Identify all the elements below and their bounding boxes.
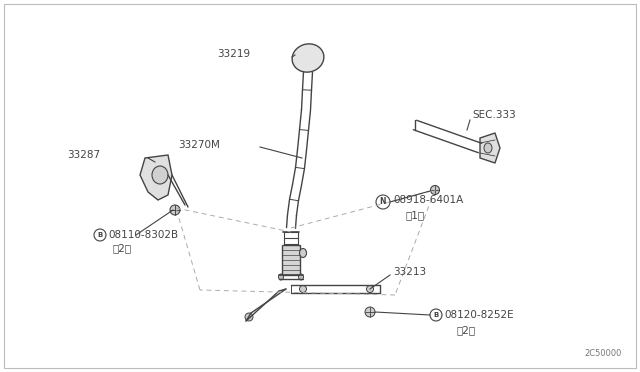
Text: （1）: （1）	[405, 210, 424, 220]
Ellipse shape	[300, 248, 307, 257]
Text: 2C50000: 2C50000	[584, 349, 622, 358]
Ellipse shape	[300, 285, 307, 292]
Ellipse shape	[170, 205, 180, 215]
Text: B: B	[433, 312, 438, 318]
Text: （2）: （2）	[113, 243, 132, 253]
Circle shape	[376, 195, 390, 209]
Text: 33287: 33287	[67, 150, 100, 160]
Ellipse shape	[365, 307, 375, 317]
Circle shape	[430, 309, 442, 321]
Text: N: N	[380, 198, 387, 206]
Text: （2）: （2）	[456, 325, 476, 335]
Ellipse shape	[152, 166, 168, 184]
Text: 08120-8252E: 08120-8252E	[444, 310, 514, 320]
Bar	[282, 245, 300, 275]
Ellipse shape	[292, 44, 324, 72]
Ellipse shape	[245, 313, 253, 321]
Ellipse shape	[484, 143, 492, 153]
Polygon shape	[480, 133, 500, 163]
Text: SEC.333: SEC.333	[472, 110, 516, 120]
Ellipse shape	[431, 186, 440, 195]
Text: B: B	[97, 232, 102, 238]
Ellipse shape	[278, 274, 284, 280]
Ellipse shape	[298, 274, 303, 280]
Text: 08918-6401A: 08918-6401A	[393, 195, 463, 205]
Circle shape	[94, 229, 106, 241]
Text: 08110-8302B: 08110-8302B	[108, 230, 178, 240]
Text: 33213: 33213	[393, 267, 426, 277]
Ellipse shape	[367, 285, 374, 292]
Polygon shape	[140, 155, 172, 200]
Text: 33270M: 33270M	[178, 140, 220, 150]
Text: 33219: 33219	[217, 49, 250, 59]
